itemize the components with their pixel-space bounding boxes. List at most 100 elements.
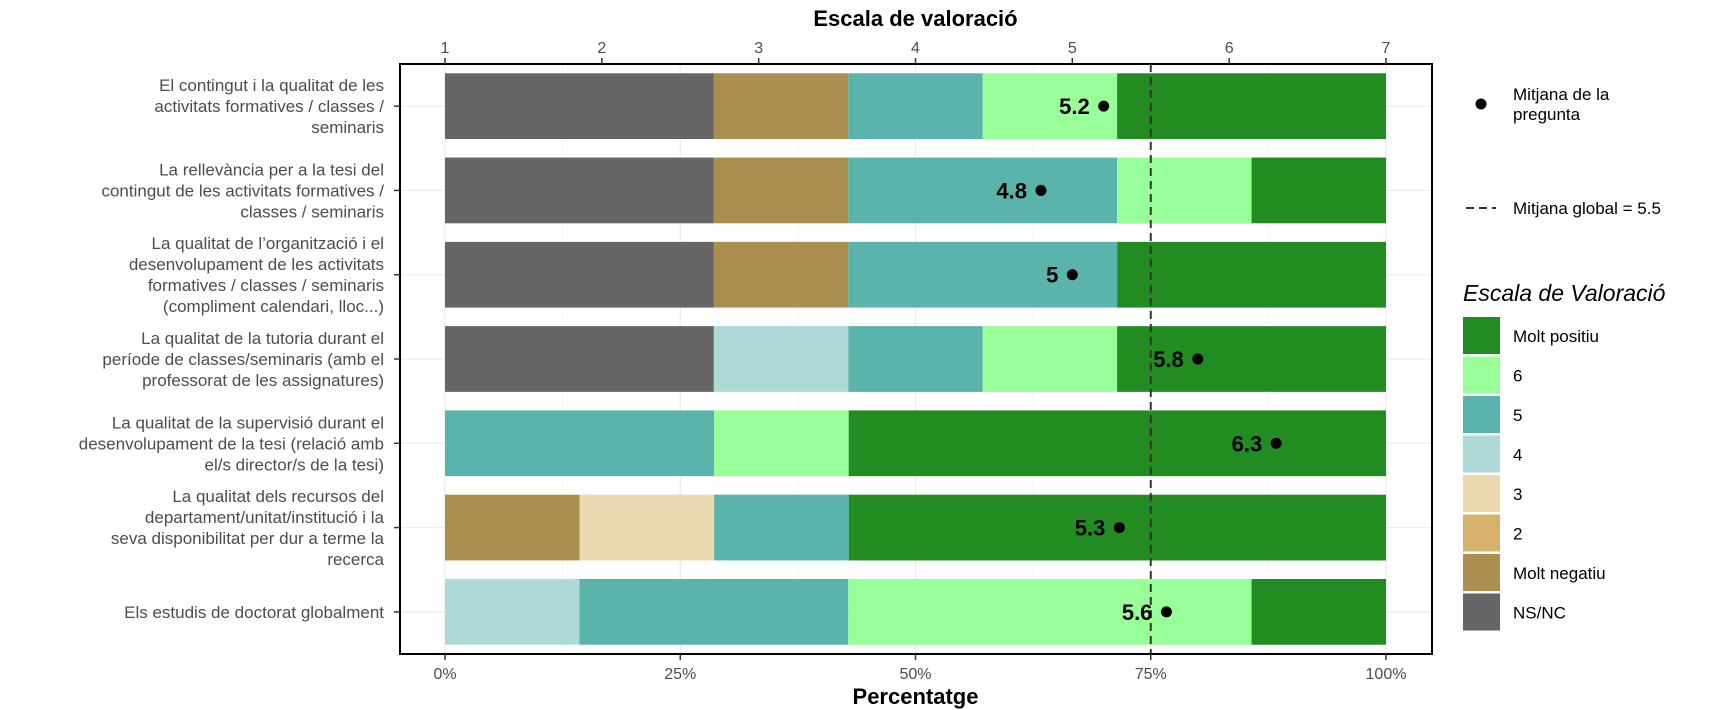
legend-swatch (1463, 317, 1500, 354)
question-means: 5.2 4.8 5 5.8 6.3 5.3 5.6 (996, 94, 1282, 625)
bar-segment (848, 578, 1252, 645)
mean-label: 5.6 (1122, 600, 1153, 625)
y-category-label-line: recerca (327, 550, 384, 569)
mean-point (1113, 522, 1125, 534)
bar-segment (1251, 157, 1386, 224)
legend-swatch (1463, 593, 1500, 631)
y-category-label-line: El contingut i la qualitat de les (159, 76, 384, 95)
legend-mean-label-line: Mitjana de la (1513, 85, 1610, 104)
bar-segment (445, 410, 715, 477)
bar-segment (1117, 241, 1386, 308)
y-category-label-line: contingut de les activitats formatives / (101, 181, 384, 200)
x-tick-label: 75% (1135, 666, 1167, 683)
legend-item-label: 2 (1513, 525, 1522, 544)
bar-segment (713, 157, 849, 224)
y-category-label-line: departament/unitat/institució i la (145, 508, 385, 527)
y-category-label-line: període de classes/seminaris (amb el (102, 350, 384, 369)
top-tick-label: 4 (911, 40, 920, 57)
y-category-label-line: formatives / classes / seminaris (148, 276, 384, 295)
legend-global-label: Mitjana global = 5.5 (1513, 199, 1661, 218)
mean-point (1098, 100, 1110, 112)
bar-segment (848, 157, 1118, 224)
y-category-label: La qualitat de la supervisió durant el de… (79, 413, 384, 474)
top-axis-title: Escala de valoració (813, 6, 1017, 31)
legend-swatch (1463, 475, 1500, 512)
legend-mean-label: Mitjana de la pregunta (1513, 85, 1610, 124)
bar-segment (445, 326, 714, 392)
y-category-label-line: La rellevància per a la tesi del (159, 160, 384, 179)
y-category-label-line: professorat de les assignatures) (142, 371, 384, 390)
bar-segment (445, 73, 714, 140)
legend-item-label: Molt positiu (1513, 327, 1599, 346)
top-tick-label: 3 (754, 40, 763, 57)
y-category-label: La rellevància per a la tesi del contingu… (101, 160, 384, 221)
bar-segment (713, 241, 849, 308)
y-category-label-line: desenvolupament de les activitats (129, 255, 384, 274)
x-axis-title: Percentatge (853, 684, 979, 709)
top-tick-label: 2 (597, 40, 606, 57)
legend-item-label: NS/NC (1513, 604, 1566, 623)
bar-segment (579, 494, 715, 561)
legend-swatch (1463, 514, 1500, 552)
bar-segment (982, 326, 1118, 392)
y-category-label-line: activitats formatives / classes / (154, 97, 384, 116)
bar-segment (714, 410, 849, 477)
bar-segment (848, 410, 1386, 477)
mean-point (1270, 437, 1282, 449)
top-tick-label: 1 (441, 40, 450, 57)
y-category-label: La qualitat de l’organització i el desenv… (129, 234, 384, 316)
y-category-label-line: seminaris (311, 118, 384, 137)
bar-segment (1117, 157, 1252, 224)
legend-item-label: Molt negatiu (1513, 564, 1606, 583)
y-category-label: El contingut i la qualitat de les activit… (154, 76, 384, 137)
axes: 0% 25% 50% 75% 100% Percentatge 1 2 3 4 5 6 7 Escala … (79, 6, 1407, 709)
top-tick-label: 6 (1225, 40, 1234, 57)
bar-segment (445, 578, 580, 645)
bar-segment (1117, 73, 1386, 140)
bar-segment (445, 494, 580, 561)
y-category-label-line: (compliment calendari, lloc...) (163, 297, 384, 316)
bar-segment (713, 326, 849, 392)
bar-segment (445, 157, 714, 224)
bar-segment (445, 241, 714, 308)
legend-swatch (1463, 554, 1500, 591)
mean-label: 6.3 (1232, 431, 1263, 456)
mean-point (1192, 353, 1204, 365)
mean-label: 5.2 (1059, 94, 1090, 119)
y-category-label-line: seva disponibilitat per dur a terme la (111, 529, 385, 548)
mean-label: 5.3 (1075, 516, 1106, 541)
x-tick-label: 50% (899, 666, 931, 683)
legend-item-label: 4 (1513, 446, 1522, 465)
legend-swatch (1463, 435, 1500, 473)
stacked-bars (445, 73, 1386, 645)
top-tick-label: 7 (1382, 40, 1391, 57)
y-category-label-line: el/s director/s de la tesi) (204, 455, 384, 474)
x-tick-label: 100% (1366, 666, 1407, 683)
bar-segment (713, 73, 849, 140)
bar-segment (848, 326, 983, 392)
top-tick-label: 5 (1068, 40, 1077, 57)
legend-swatch (1463, 356, 1500, 394)
y-category-label-line: La qualitat de l’organització i el (152, 234, 384, 253)
legend-title: Escala de Valoració (1463, 280, 1666, 306)
legend: Mitjana de la pregunta Mitjana global = 5.… (1463, 85, 1666, 631)
y-category-label-line: classes / seminaris (240, 202, 384, 221)
mean-label: 5.8 (1153, 347, 1184, 372)
y-category-label-line: desenvolupament de la tesi (relació amb (79, 434, 384, 453)
legend-item-label: 6 (1513, 367, 1522, 386)
legend-mean-point (1475, 98, 1487, 110)
y-category-label-line: La qualitat de la tutoria durant el (141, 329, 384, 348)
x-tick-label: 25% (664, 666, 696, 683)
bar-segment (714, 494, 849, 561)
y-category-label-line: Els estudis de doctorat globalment (124, 603, 384, 622)
mean-label: 5 (1046, 263, 1058, 288)
mean-label: 4.8 (996, 178, 1027, 203)
legend-item-label: 3 (1513, 485, 1522, 504)
mean-point (1160, 606, 1172, 618)
bar-segment (579, 578, 849, 645)
y-category-label: Els estudis de doctorat globalment (124, 603, 384, 622)
bar-segment (848, 73, 983, 140)
y-category-label-line: La qualitat de la supervisió durant el (112, 413, 384, 432)
mean-point (1035, 184, 1047, 196)
